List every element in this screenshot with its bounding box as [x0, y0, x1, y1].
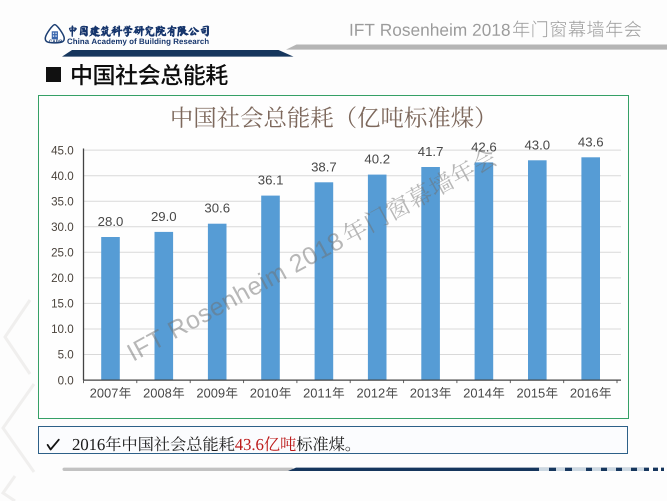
svg-text:43.0: 43.0	[525, 137, 551, 152]
svg-text:45.0: 45.0	[51, 144, 74, 157]
svg-text:5.0: 5.0	[58, 349, 74, 362]
svg-text:25.0: 25.0	[51, 246, 74, 259]
svg-text:28.0: 28.0	[98, 214, 124, 229]
svg-text:0.0: 0.0	[58, 374, 74, 387]
svg-text:43.6: 43.6	[578, 134, 604, 149]
svg-text:42.6: 42.6	[471, 139, 497, 154]
svg-text:35.0: 35.0	[51, 195, 74, 208]
svg-text:20.0: 20.0	[51, 272, 74, 285]
svg-text:10.0: 10.0	[51, 323, 74, 336]
svg-text:40.0: 40.0	[51, 170, 74, 183]
svg-text:36.1: 36.1	[258, 172, 284, 187]
svg-text:30.6: 30.6	[205, 201, 231, 216]
svg-text:29.0: 29.0	[151, 209, 177, 224]
svg-text:30.0: 30.0	[51, 221, 74, 234]
svg-text:15.0: 15.0	[51, 297, 74, 310]
svg-text:38.7: 38.7	[311, 159, 337, 174]
svg-text:40.2: 40.2	[365, 151, 391, 166]
svg-text:41.7: 41.7	[418, 144, 444, 159]
